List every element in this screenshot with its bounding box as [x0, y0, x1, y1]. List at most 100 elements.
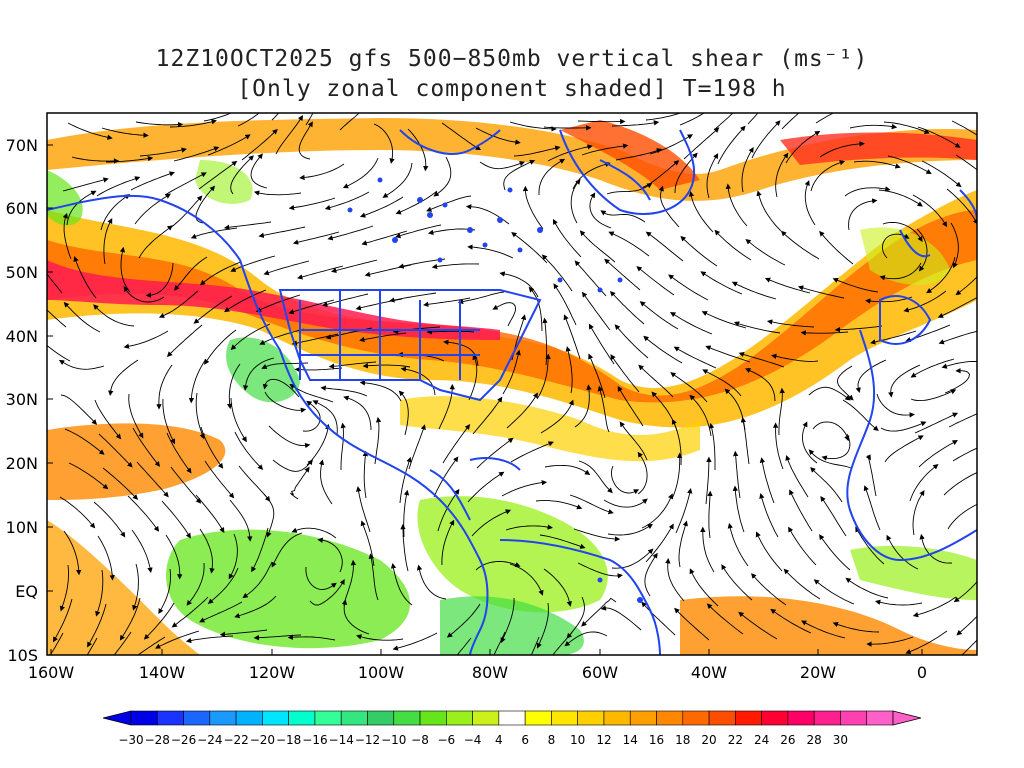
- streamline: [161, 500, 191, 539]
- streamline: [199, 528, 215, 574]
- streamline: [431, 263, 480, 270]
- streamline: [87, 603, 107, 648]
- streamline: [399, 456, 412, 504]
- streamline: [541, 254, 573, 292]
- colorbar-label: −16: [302, 733, 327, 747]
- streamline: [707, 490, 713, 539]
- streamline: [513, 145, 561, 157]
- streamline: [132, 563, 139, 611]
- streamline: [207, 134, 251, 156]
- lat-label-20n: 20N: [6, 454, 38, 473]
- streamline: [810, 160, 846, 192]
- colorbar-swatch: [340, 710, 368, 726]
- streamline: [721, 564, 753, 601]
- streamline: [961, 639, 977, 655]
- colorbar: −30 −28 −26 −24 −22 −20 −18 −16 −14 −12 −10 −8 −6 −4 4…: [102, 710, 922, 747]
- colorbar-label: 12: [596, 733, 611, 747]
- streamline: [312, 400, 338, 437]
- colorbar-label: 14: [623, 733, 638, 747]
- lake-dots: [347, 177, 643, 603]
- streamline: [878, 189, 923, 207]
- colorbar-swatch: [130, 710, 158, 726]
- streamline: [250, 153, 268, 189]
- streamline: [552, 218, 582, 258]
- streamline: [747, 113, 759, 125]
- streamline: [700, 271, 743, 295]
- streamline: [373, 123, 395, 164]
- streamline: [123, 286, 165, 303]
- streamline: [59, 496, 96, 529]
- streamline: [309, 579, 345, 606]
- colorbar-label: 4: [495, 733, 503, 747]
- streamline: [731, 281, 777, 300]
- streamline: [234, 431, 264, 470]
- streamline: [679, 113, 706, 126]
- streamline: [570, 178, 581, 224]
- streamline: [834, 325, 883, 333]
- streamline: [953, 581, 977, 603]
- streamline: [47, 273, 63, 294]
- streamline: [330, 259, 378, 274]
- streamline: [390, 562, 413, 606]
- streamline: [368, 553, 379, 601]
- lat-label-50n: 50N: [6, 263, 38, 282]
- streamline: [60, 394, 98, 425]
- colorbar-swatch: [787, 710, 815, 726]
- streamline: [772, 422, 784, 470]
- streamline: [866, 636, 914, 647]
- streamline: [509, 563, 544, 596]
- streamline: [185, 635, 234, 644]
- streamline: [566, 596, 585, 639]
- streamline: [457, 291, 505, 305]
- streamline: [145, 262, 174, 298]
- streamline: [855, 526, 885, 565]
- streamline: [123, 330, 169, 349]
- streamline: [577, 118, 626, 125]
- streamline: [289, 383, 334, 403]
- streamline: [137, 636, 166, 655]
- streamline: [63, 530, 82, 576]
- streamline: [614, 324, 649, 359]
- streamline: [476, 437, 514, 469]
- colorbar-label: −10: [381, 733, 406, 747]
- colorbar-min-arrow: [102, 710, 132, 726]
- streamline: [600, 605, 642, 631]
- streamline: [643, 335, 683, 364]
- streamline: [983, 419, 1024, 432]
- streamline: [389, 292, 437, 303]
- streamline: [565, 346, 573, 394]
- streamline: [438, 383, 455, 430]
- streamline: [610, 354, 640, 393]
- streamline: [918, 440, 958, 468]
- streamline: [204, 460, 235, 499]
- streamline: [499, 271, 539, 298]
- streamline: [62, 177, 109, 192]
- streamline: [855, 359, 887, 394]
- streamline: [268, 425, 311, 449]
- streamline: [820, 495, 847, 537]
- streamline: [738, 351, 785, 368]
- streamline: [943, 472, 977, 496]
- streamline: [725, 183, 748, 227]
- colorbar-label: 26: [780, 733, 795, 747]
- streamline: [645, 523, 674, 563]
- colorbar-swatch: [551, 710, 578, 726]
- colorbar-label: 22: [728, 733, 743, 747]
- streamline: [530, 636, 540, 655]
- streamline: [170, 466, 202, 504]
- streamline: [362, 363, 411, 369]
- streamline: [228, 533, 238, 580]
- streamline: [607, 523, 653, 536]
- streamline: [158, 290, 199, 318]
- streamline: [119, 597, 141, 641]
- streamline: [636, 266, 675, 296]
- streamline: [226, 363, 241, 410]
- streamline: [785, 454, 809, 498]
- streamline: [298, 121, 313, 160]
- streamline: [700, 526, 715, 573]
- streamline: [944, 368, 970, 394]
- streamline: [948, 413, 977, 428]
- streamline: [808, 386, 851, 401]
- streamline: [173, 146, 220, 162]
- streamline: [395, 190, 438, 215]
